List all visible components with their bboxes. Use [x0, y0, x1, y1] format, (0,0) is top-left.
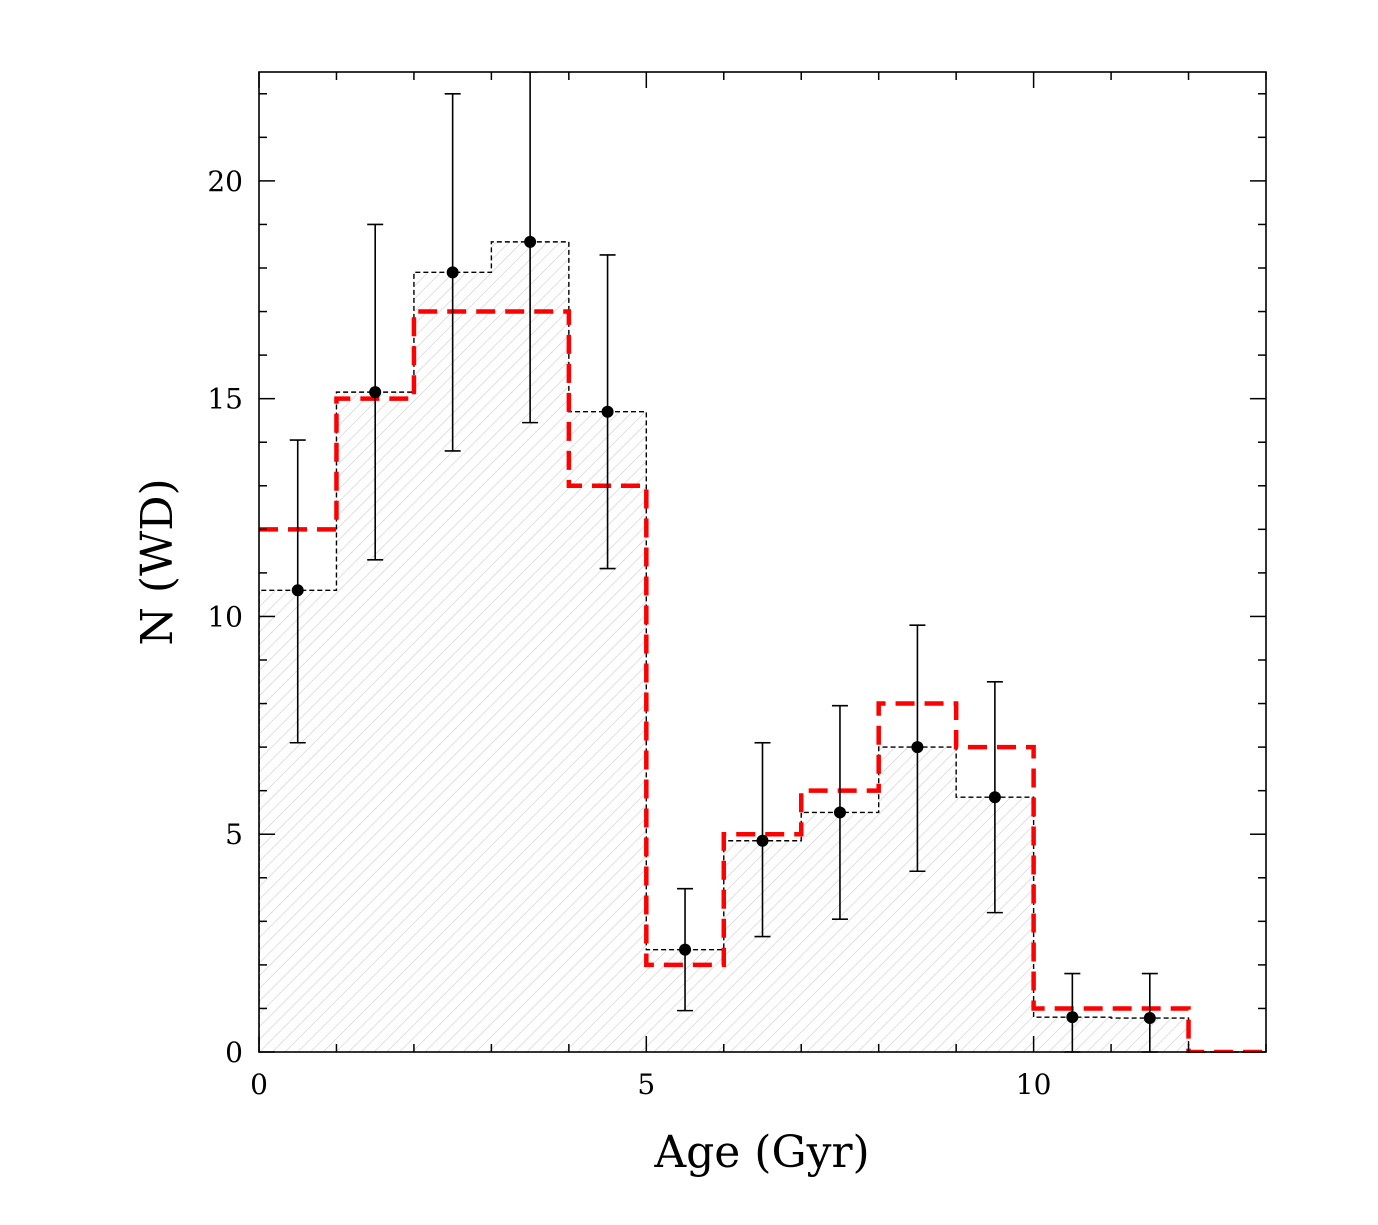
data-point-3 — [446, 266, 459, 279]
data-point-5 — [601, 405, 614, 418]
x-tick-labels: 0 5 10 — [250, 1068, 1051, 1101]
x-tick-label-5: 5 — [637, 1068, 655, 1101]
y-axis-title: N (WD) — [132, 478, 183, 645]
data-point-11 — [1066, 1011, 1079, 1024]
model-line-layer — [259, 309, 1266, 1053]
data-points-layer — [291, 235, 1156, 1025]
data-point-10 — [988, 791, 1001, 804]
y-tick-label-0: 0 — [225, 1036, 243, 1069]
data-point-7 — [756, 834, 769, 847]
x-tick-label-10: 10 — [1016, 1068, 1052, 1101]
data-point-2 — [369, 386, 382, 399]
y-tick-label-10: 10 — [207, 600, 243, 633]
data-point-9 — [911, 741, 924, 754]
y-tick-label-5: 5 — [225, 818, 243, 851]
y-tick-label-15: 15 — [207, 383, 243, 416]
model-dashed-line — [259, 309, 1266, 1053]
x-tick-label-0: 0 — [250, 1068, 268, 1101]
data-point-1 — [291, 584, 304, 597]
y-tick-label-20: 20 — [207, 165, 243, 198]
axis-ticks-layer — [258, 72, 1267, 1053]
data-point-12 — [1143, 1012, 1156, 1025]
x-axis-title: Age (Gyr) — [653, 1127, 869, 1178]
data-point-8 — [833, 806, 846, 819]
data-point-4 — [524, 235, 537, 248]
y-tick-labels: 0 5 10 15 20 — [207, 165, 243, 1069]
data-point-6 — [679, 943, 692, 956]
plot-frame — [258, 71, 1267, 1053]
